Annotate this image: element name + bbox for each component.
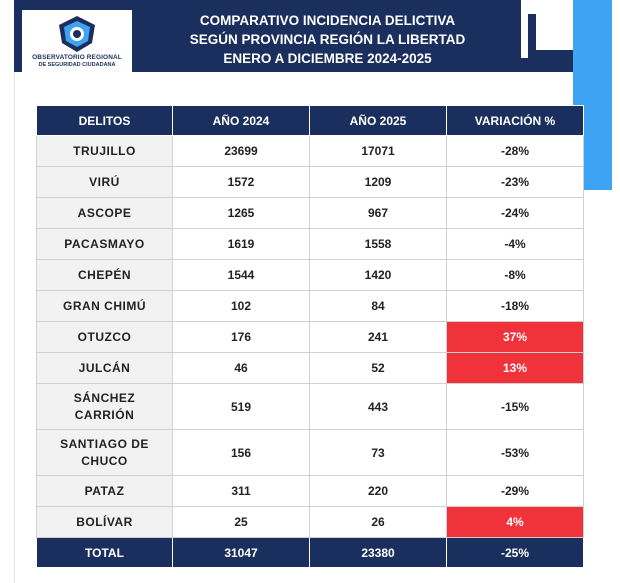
- value-2024: 1544: [172, 259, 310, 291]
- province-name: GRAN CHIMÚ: [36, 290, 173, 322]
- table-row: JULCÁN 46 52 13%: [36, 352, 584, 384]
- table-row: SANTIAGO DE CHUCO 156 73 -53%: [36, 429, 584, 476]
- total-label: TOTAL: [36, 537, 173, 568]
- total-2025: 23380: [309, 537, 447, 568]
- title-line3: ENERO A DICIEMBRE 2024-2025: [223, 51, 432, 66]
- value-2025: 17071: [309, 135, 447, 167]
- table-header-row: DELITOS AÑO 2024 AÑO 2025 VARIACIÓN %: [36, 105, 584, 136]
- value-2025: 84: [309, 290, 447, 322]
- variation-increase: 4%: [446, 506, 584, 538]
- value-2024: 25: [172, 506, 310, 538]
- table-row: BOLÍVAR 25 26 4%: [36, 506, 584, 538]
- variation-increase: 37%: [446, 321, 584, 353]
- shield-logo-icon: [59, 16, 95, 52]
- table-row: CHEPÉN 1544 1420 -8%: [36, 259, 584, 291]
- incidence-table: DELITOS AÑO 2024 AÑO 2025 VARIACIÓN % TR…: [36, 105, 584, 568]
- province-name: VIRÚ: [36, 166, 173, 198]
- value-2024: 311: [172, 475, 310, 507]
- variation-value: -28%: [446, 135, 584, 167]
- province-name: SANTIAGO DE CHUCO: [36, 429, 173, 476]
- table-row: ASCOPE 1265 967 -24%: [36, 197, 584, 229]
- province-name: JULCÁN: [36, 352, 173, 384]
- value-2025: 241: [309, 321, 447, 353]
- value-2025: 1209: [309, 166, 447, 198]
- variation-value: -24%: [446, 197, 584, 229]
- province-name-line1: SANTIAGO DE: [60, 436, 149, 451]
- province-name: ASCOPE: [36, 197, 173, 229]
- table-row: GRAN CHIMÚ 102 84 -18%: [36, 290, 584, 322]
- observatory-logo: OBSERVATORIO REGIONAL DE SEGURIDAD CIUDA…: [22, 10, 132, 72]
- province-name: SÁNCHEZ CARRIÓN: [36, 383, 173, 430]
- variation-increase: 13%: [446, 352, 584, 384]
- variation-value: -23%: [446, 166, 584, 198]
- table-row: OTUZCO 176 241 37%: [36, 321, 584, 353]
- value-2024: 1572: [172, 166, 310, 198]
- page-title: COMPARATIVO INCIDENCIA DELICTIVA SEGÚN P…: [140, 11, 515, 68]
- logo-text-line2: DE SEGURIDAD CIUDADANA: [38, 62, 116, 68]
- province-name: CHEPÉN: [36, 259, 173, 291]
- value-2025: 1420: [309, 259, 447, 291]
- value-2025: 967: [309, 197, 447, 229]
- col-header-delitos: DELITOS: [36, 105, 173, 136]
- variation-value: -4%: [446, 228, 584, 260]
- value-2025: 1558: [309, 228, 447, 260]
- value-2024: 1265: [172, 197, 310, 229]
- table-row: TRUJILLO 23699 17071 -28%: [36, 135, 584, 167]
- variation-value: -53%: [446, 429, 584, 476]
- value-2024: 1619: [172, 228, 310, 260]
- col-header-2024: AÑO 2024: [172, 105, 310, 136]
- corner-decoration-core: [536, 14, 573, 50]
- col-header-variation: VARIACIÓN %: [446, 105, 584, 136]
- value-2024: 176: [172, 321, 310, 353]
- province-name-line2: CARRIÓN: [74, 407, 135, 422]
- title-line2: SEGÚN PROVINCIA REGIÓN LA LIBERTAD: [189, 32, 466, 47]
- value-2025: 52: [309, 352, 447, 384]
- value-2025: 73: [309, 429, 447, 476]
- province-name-line2: CHUCO: [81, 453, 128, 468]
- variation-value: -29%: [446, 475, 584, 507]
- table-row: SÁNCHEZ CARRIÓN 519 443 -15%: [36, 383, 584, 430]
- table-row: VIRÚ 1572 1209 -23%: [36, 166, 584, 198]
- variation-value: -18%: [446, 290, 584, 322]
- province-name: PACASMAYO: [36, 228, 173, 260]
- total-variation: -25%: [446, 537, 584, 568]
- value-2025: 220: [309, 475, 447, 507]
- value-2024: 23699: [172, 135, 310, 167]
- value-2025: 443: [309, 383, 447, 430]
- value-2024: 519: [172, 383, 310, 430]
- value-2025: 26: [309, 506, 447, 538]
- logo-text-line1: OBSERVATORIO REGIONAL: [32, 54, 122, 61]
- province-name: TRUJILLO: [36, 135, 173, 167]
- province-name: BOLÍVAR: [36, 506, 173, 538]
- province-name-line1: SÁNCHEZ: [73, 390, 136, 405]
- table-row: PATAZ 311 220 -29%: [36, 475, 584, 507]
- variation-value: -8%: [446, 259, 584, 291]
- title-line1: COMPARATIVO INCIDENCIA DELICTIVA: [199, 13, 456, 28]
- value-2024: 156: [172, 429, 310, 476]
- col-header-2025: AÑO 2025: [309, 105, 447, 136]
- province-name: PATAZ: [36, 475, 173, 507]
- table-total-row: TOTAL 31047 23380 -25%: [36, 537, 584, 568]
- total-2024: 31047: [172, 537, 310, 568]
- value-2024: 102: [172, 290, 310, 322]
- table-row: PACASMAYO 1619 1558 -4%: [36, 228, 584, 260]
- province-name: OTUZCO: [36, 321, 173, 353]
- variation-value: -15%: [446, 383, 584, 430]
- value-2024: 46: [172, 352, 310, 384]
